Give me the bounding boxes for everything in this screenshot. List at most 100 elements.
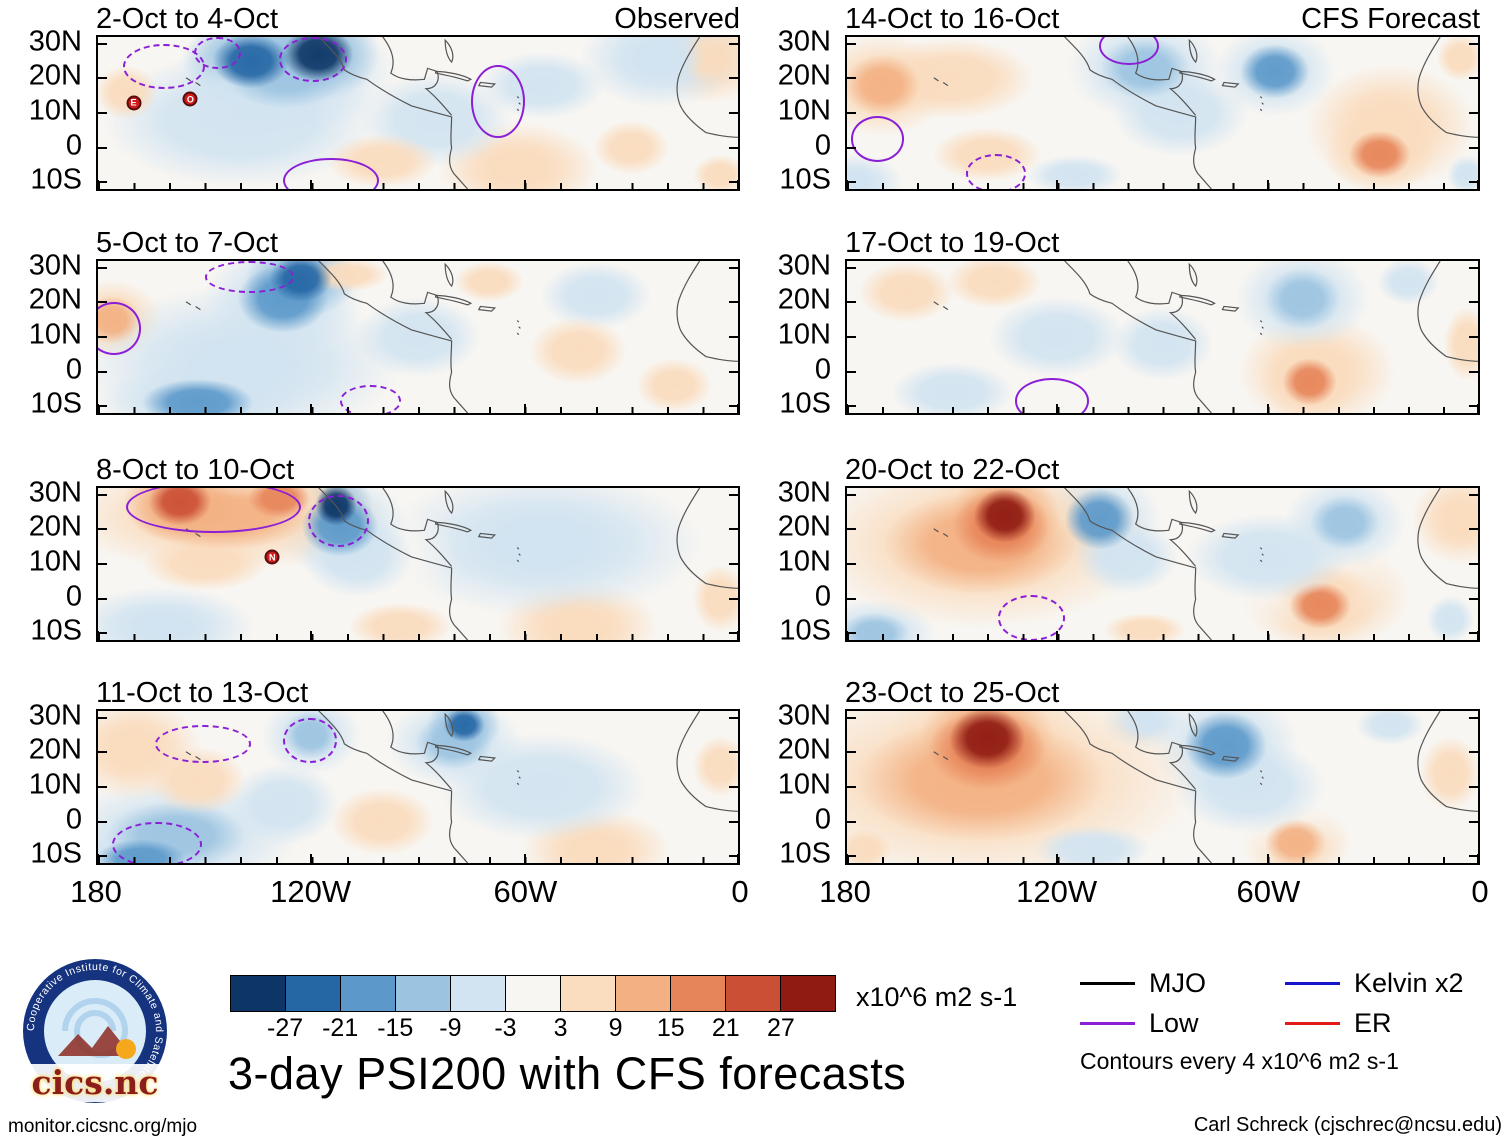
y-axis-tick-label: 10S bbox=[30, 837, 82, 870]
colorbar bbox=[230, 975, 836, 1012]
y-axis-tick-label: 0 bbox=[65, 580, 82, 613]
colorbar-segment bbox=[671, 976, 726, 1011]
y-tick bbox=[847, 336, 856, 338]
y-tick bbox=[1469, 786, 1478, 788]
panel-date-label: 5-Oct to 7-Oct bbox=[96, 227, 279, 259]
y-tick bbox=[1469, 751, 1478, 754]
panel-header: 11-Oct to 13-Oct bbox=[96, 678, 740, 708]
y-axis-tick-label: 10N bbox=[28, 94, 82, 127]
x-tick bbox=[98, 180, 99, 189]
y-tick bbox=[729, 563, 738, 565]
low-contour bbox=[194, 37, 241, 69]
colorbar-segment bbox=[341, 976, 396, 1011]
legend-label-er: ER bbox=[1354, 1008, 1392, 1038]
y-tick bbox=[1469, 370, 1478, 373]
panel-observed-4: 11-Oct to 13-Oct 30N 20N 10N 0 10S 180 120W 60… bbox=[6, 678, 749, 910]
colorbar-tick-label: 27 bbox=[767, 1014, 795, 1042]
x-tick bbox=[98, 404, 99, 413]
y-axis-tick-label: 10S bbox=[779, 614, 831, 647]
panel-forecast-2: 17-Oct to 19-Oct 30N 20N 10N 0 10S bbox=[755, 228, 1480, 460]
colorbar-segment bbox=[561, 976, 616, 1011]
y-tick bbox=[98, 266, 107, 269]
cics-logo: Cooperative Institute for Climate and Sa… bbox=[14, 956, 176, 1108]
x-tick bbox=[310, 180, 313, 189]
colorbar-tick-label: -3 bbox=[494, 1014, 517, 1042]
y-axis-tick-label: 10N bbox=[777, 318, 831, 351]
y-tick bbox=[1469, 42, 1478, 45]
panel-forecast-1: 14-Oct to 16-Oct CFS Forecast 30N 20N 10N 0… bbox=[755, 4, 1480, 236]
panel-column-label: Observed bbox=[614, 3, 740, 35]
panel-forecast-3: 20-Oct to 22-Oct 30N 20N 10N 0 10S bbox=[755, 455, 1480, 687]
x-tick bbox=[523, 404, 526, 413]
y-tick bbox=[729, 716, 738, 719]
y-axis-tick-label: 10N bbox=[28, 318, 82, 351]
colorbar-units: x10^6 m2 s-1 bbox=[856, 982, 1018, 1012]
low-contour bbox=[850, 116, 904, 162]
colorbar-tick-label: -9 bbox=[439, 1014, 462, 1042]
y-axis-tick-label: 20N bbox=[777, 59, 831, 92]
y-tick bbox=[729, 146, 738, 149]
y-axis-tick-label: 30N bbox=[28, 699, 82, 732]
y-tick bbox=[1469, 820, 1478, 823]
y-tick bbox=[98, 563, 107, 565]
y-axis-tick-label: 10N bbox=[28, 545, 82, 578]
y-tick bbox=[98, 820, 107, 823]
panel-date-label: 17-Oct to 19-Oct bbox=[845, 227, 1060, 259]
colorbar-tick-label: -27 bbox=[267, 1014, 304, 1042]
colorbar-segment bbox=[506, 976, 561, 1011]
y-axis-tick-label: 30N bbox=[777, 25, 831, 58]
y-tick bbox=[729, 336, 738, 338]
map-canvas bbox=[845, 486, 1480, 642]
legend: MJO Kelvin x2 Low ER Contours every 4 x1… bbox=[1080, 968, 1490, 1075]
x-axis-tick-label: 180 bbox=[70, 874, 122, 909]
low-contour bbox=[307, 494, 369, 548]
x-axis-tick-label: 120W bbox=[270, 874, 352, 909]
y-tick bbox=[847, 266, 856, 269]
legend-label-kelvin: Kelvin x2 bbox=[1354, 968, 1464, 998]
x-tick bbox=[737, 854, 738, 863]
kelvin-line-swatch bbox=[1285, 982, 1340, 985]
storm-marker: N bbox=[264, 549, 280, 565]
y-tick bbox=[98, 597, 107, 600]
x-axis-tick-label: 180 bbox=[819, 874, 871, 909]
y-tick bbox=[847, 786, 856, 788]
panel-date-label: 2-Oct to 4-Oct bbox=[96, 3, 279, 35]
y-tick bbox=[729, 597, 738, 600]
coastline-map bbox=[185, 261, 738, 413]
y-axis-labels: 30N 20N 10N 0 10S bbox=[755, 249, 837, 419]
y-tick bbox=[847, 493, 856, 496]
low-line-swatch bbox=[1080, 1022, 1135, 1025]
colorbar-tick-label: 21 bbox=[711, 1014, 740, 1042]
legend-item-er: ER bbox=[1285, 1008, 1490, 1039]
colorbar-segment bbox=[231, 976, 286, 1011]
y-tick bbox=[98, 493, 107, 496]
x-tick bbox=[1477, 631, 1478, 640]
map-canvas: N bbox=[96, 486, 740, 642]
x-tick bbox=[847, 631, 848, 640]
sun-icon bbox=[116, 1039, 136, 1059]
y-axis-tick-label: 10S bbox=[779, 387, 831, 420]
y-axis-tick-label: 20N bbox=[777, 733, 831, 766]
y-tick bbox=[1469, 336, 1478, 338]
colorbar-tick-label: -15 bbox=[377, 1014, 414, 1042]
x-tick bbox=[1266, 854, 1269, 863]
y-tick bbox=[729, 266, 738, 269]
y-tick bbox=[1469, 77, 1478, 80]
y-tick bbox=[1469, 528, 1478, 531]
x-tick bbox=[737, 404, 738, 413]
map-canvas bbox=[845, 259, 1480, 415]
panel-column-label: CFS Forecast bbox=[1301, 3, 1480, 35]
y-axis-labels: 30N 20N 10N 0 10S bbox=[6, 25, 88, 195]
y-axis-tick-label: 0 bbox=[814, 580, 831, 613]
y-tick bbox=[1469, 266, 1478, 269]
coastline-map bbox=[932, 488, 1478, 640]
y-tick bbox=[98, 146, 107, 149]
y-tick bbox=[729, 786, 738, 788]
y-axis-tick-label: 10N bbox=[777, 768, 831, 801]
y-axis-tick-label: 10N bbox=[777, 545, 831, 578]
x-axis-tick-label: 120W bbox=[1016, 874, 1098, 909]
colorbar-segment bbox=[451, 976, 506, 1011]
y-tick bbox=[729, 112, 738, 114]
panel-observed-2: 5-Oct to 7-Oct 30N 20N 10N 0 10S bbox=[6, 228, 740, 460]
